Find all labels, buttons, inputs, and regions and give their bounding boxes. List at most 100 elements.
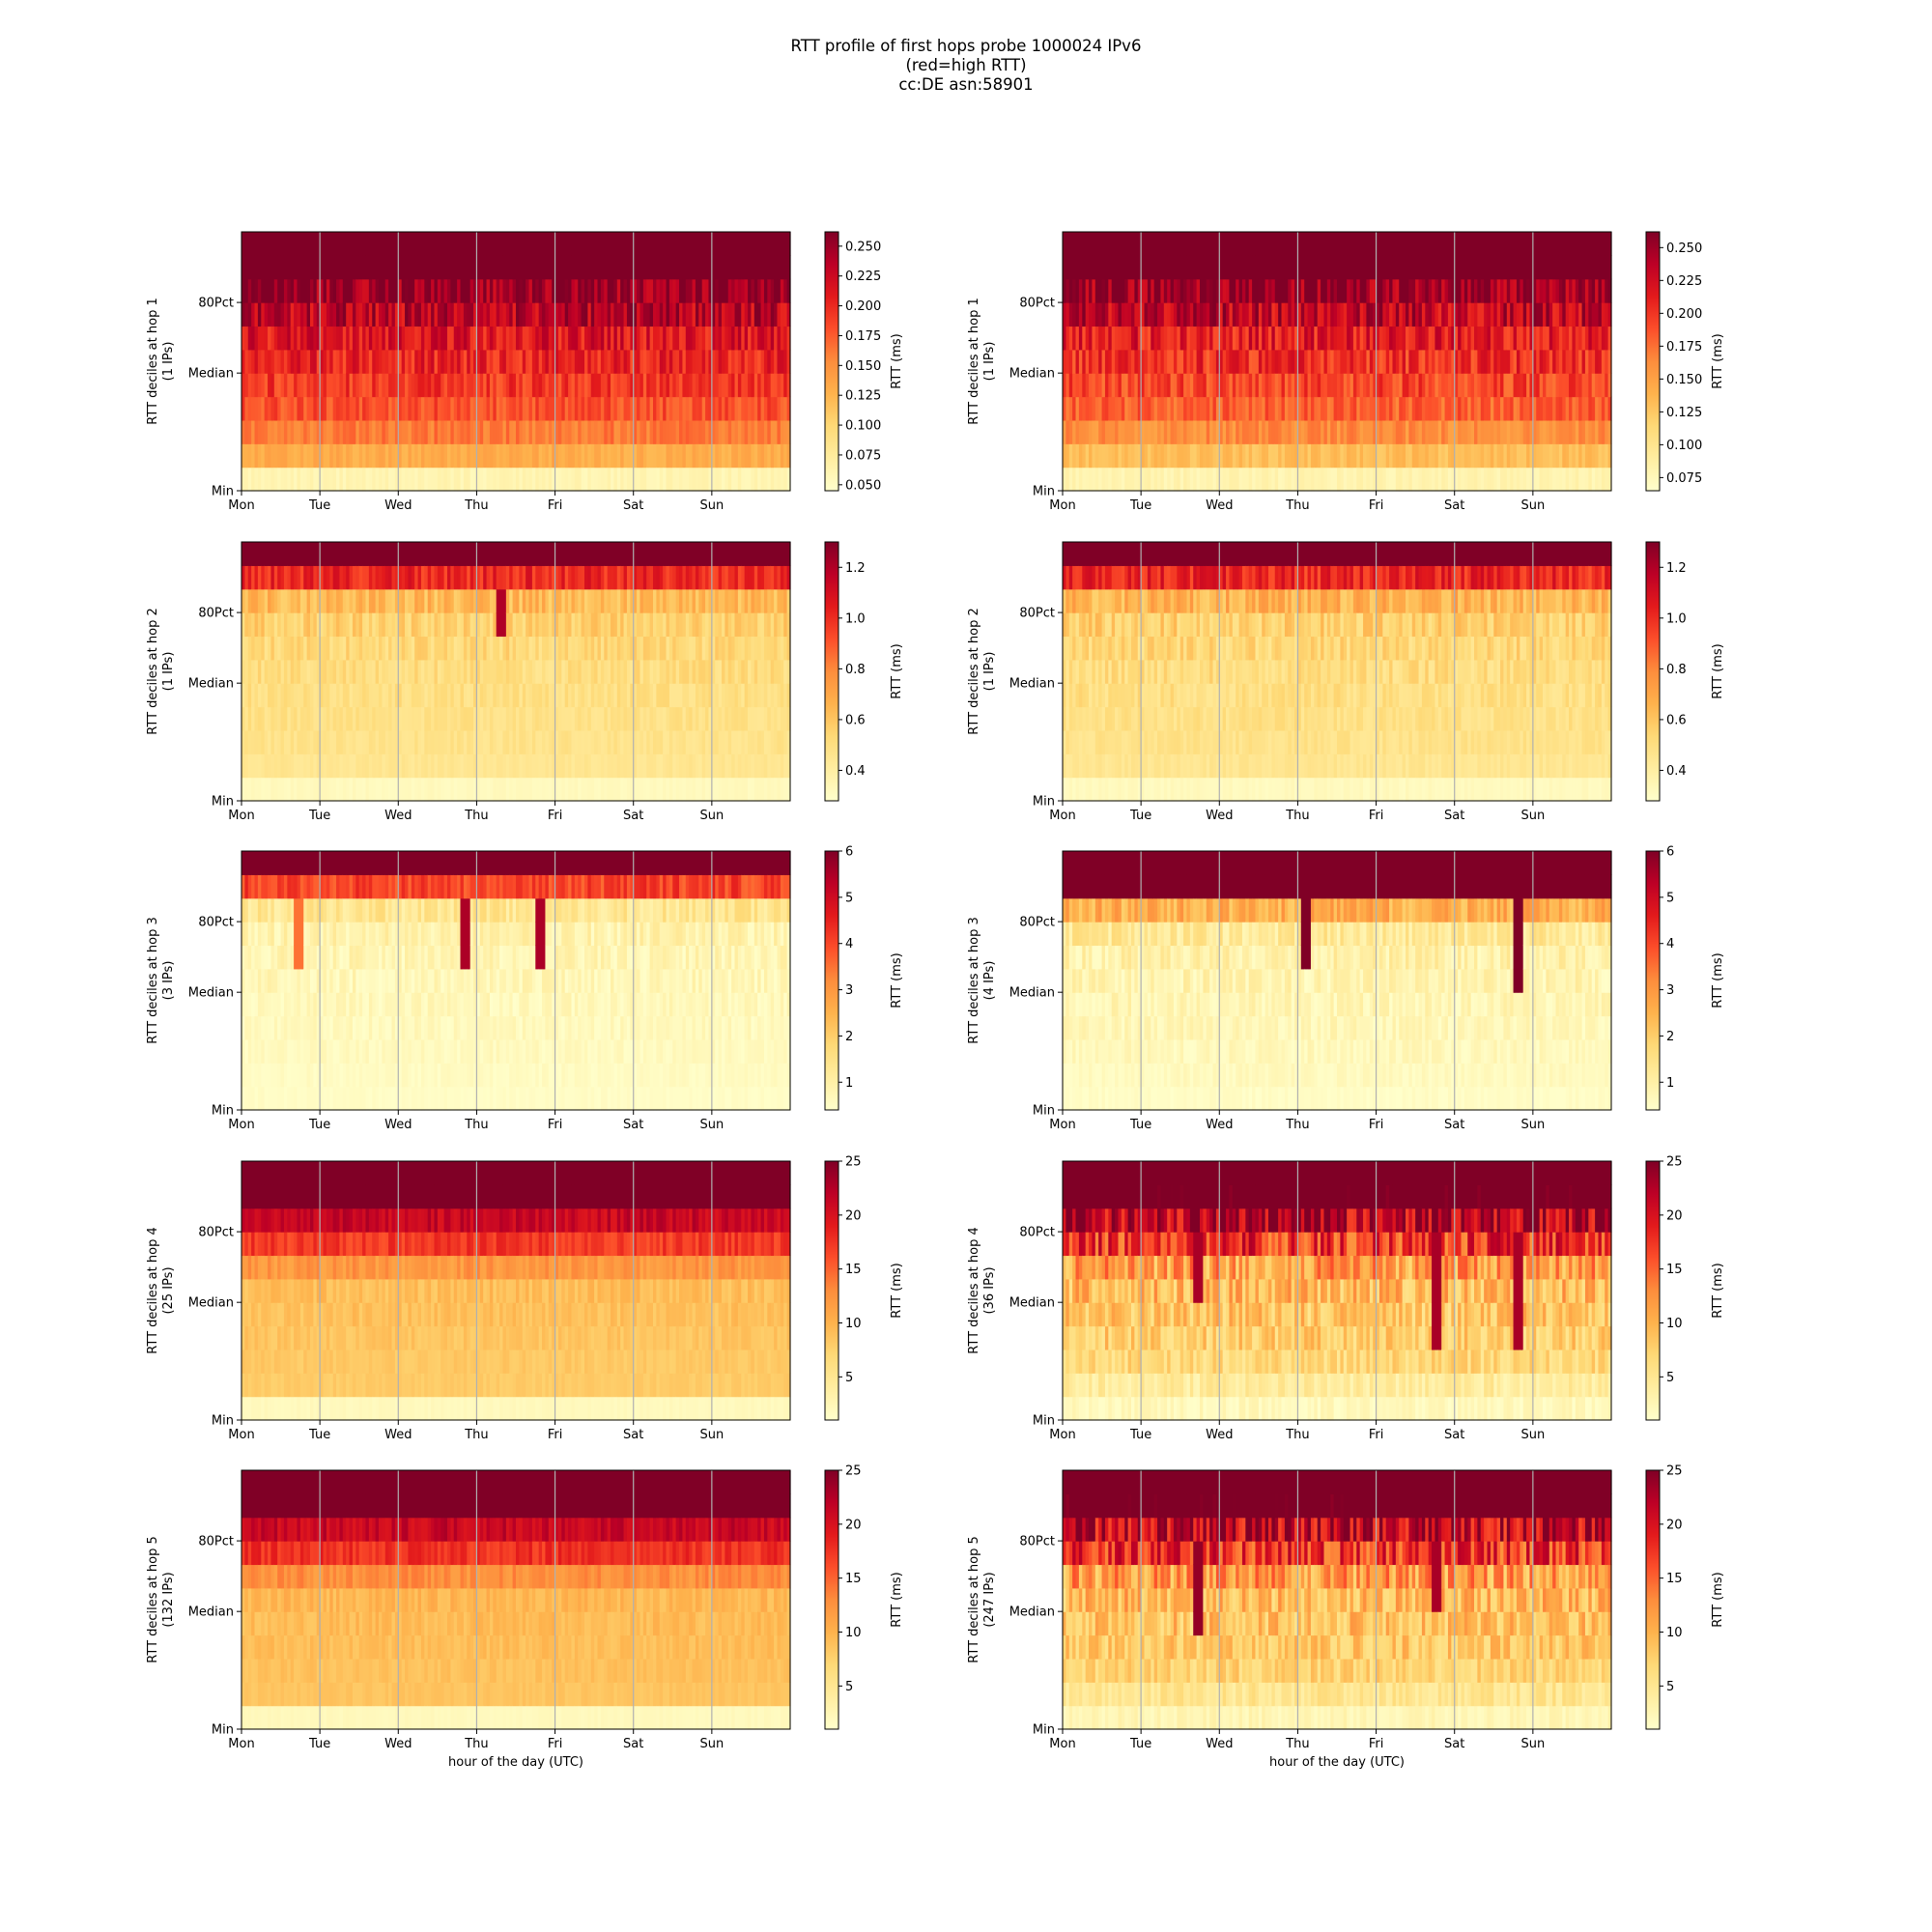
heatmap-cell [411, 349, 415, 374]
heatmap-cell [268, 467, 272, 492]
y-axis-label: RTT deciles at hop 1 [967, 298, 981, 424]
heatmap-cell [496, 659, 500, 684]
heatmap-cell [342, 255, 347, 280]
heatmap-cell [358, 278, 363, 303]
heatmap-cell [447, 443, 451, 469]
heatmap-cell [290, 683, 295, 708]
heatmap-cell [770, 373, 775, 398]
heatmap-cell [401, 302, 406, 327]
heatmap-cell [531, 443, 536, 469]
heatmap-cell [427, 373, 432, 398]
heatmap-cell [443, 349, 448, 374]
heatmap-cell [277, 278, 282, 303]
heatmap-cell [1352, 373, 1357, 398]
heatmap-cell [496, 255, 500, 280]
heatmap-cell [1147, 443, 1151, 469]
heatmap-cell [434, 302, 439, 327]
heatmap-cell [294, 326, 298, 351]
heatmap-cell [273, 373, 278, 398]
heatmap-cell [362, 467, 367, 492]
heatmap-cell [1147, 232, 1151, 256]
heatmap-cell [1352, 419, 1357, 444]
heatmap-cell [531, 706, 536, 731]
heatmap-cell [372, 349, 377, 374]
heatmap-cell [1111, 349, 1116, 374]
heatmap-cell [473, 278, 478, 303]
heatmap-cell [384, 467, 389, 492]
heatmap-cell [411, 419, 415, 444]
heatmap-cell [463, 326, 468, 351]
heatmap-cell [486, 373, 491, 398]
heatmap-cell [414, 255, 419, 280]
heatmap-cell [600, 396, 605, 421]
heatmap-cell [420, 373, 425, 398]
heatmap-cell [242, 443, 245, 469]
heatmap-cell [352, 396, 356, 421]
heatmap-cell [1179, 443, 1184, 469]
heatmap-cell [355, 396, 360, 421]
heatmap-cell [355, 278, 360, 303]
heatmap-cell [257, 255, 262, 280]
heatmap-cell [531, 396, 536, 421]
figure-title: RTT profile of first hops probe 1000024 … [0, 37, 1932, 95]
heatmap-cell [379, 326, 383, 351]
heatmap-cell [434, 467, 439, 492]
heatmap-cell [668, 467, 673, 492]
heatmap-cell [303, 326, 308, 351]
heatmap-cell [346, 302, 351, 327]
heatmap-cell [450, 373, 455, 398]
heatmap-cell [437, 302, 441, 327]
heatmap-cell [384, 302, 389, 327]
heatmap-cell [251, 278, 256, 303]
heatmap-cell [401, 326, 406, 351]
heatmap-cell [299, 278, 304, 303]
heatmap-cell [261, 349, 266, 374]
heatmap-cell [1490, 373, 1494, 398]
heatmap-cell [391, 467, 396, 492]
heatmap-cell [391, 232, 396, 256]
heatmap-cell [313, 443, 318, 469]
heatmap-cell [303, 255, 308, 280]
heatmap-cell [1248, 467, 1253, 492]
heatmap-cell [1352, 255, 1357, 280]
heatmap-cell [600, 467, 605, 492]
heatmap-cell [313, 396, 318, 421]
heatmap-cell [1147, 255, 1151, 280]
heatmap-cell [294, 232, 298, 256]
heatmap-cell [701, 326, 706, 351]
heatmap-cell [701, 232, 706, 256]
heatmap-cell [316, 302, 321, 327]
heatmap-cell [668, 419, 673, 444]
heatmap-cell [467, 467, 471, 492]
heatmap-cell [1522, 443, 1527, 469]
heatmap-cell [358, 636, 363, 661]
heatmap-cell [336, 443, 341, 469]
heatmap-cell [349, 326, 354, 351]
heatmap-cell [424, 467, 429, 492]
heatmap-cell [1558, 278, 1563, 303]
heatmap-cell [457, 443, 462, 469]
heatmap-cell [531, 278, 536, 303]
heatmap-cell [1317, 255, 1321, 280]
heatmap-cell [306, 373, 311, 398]
heatmap-cell [297, 373, 301, 398]
heatmap-cell [326, 706, 330, 731]
heatmap-cell [1147, 326, 1151, 351]
heatmap-cell [398, 419, 403, 444]
heatmap-cell [1179, 373, 1184, 398]
colorbar-tick-label: 0.075 [845, 448, 881, 463]
heatmap-cell [770, 419, 775, 444]
heatmap-cells [242, 542, 791, 802]
heatmap-cell [417, 255, 422, 280]
heatmap-cell [280, 467, 285, 492]
x-tick-label: Tue [1129, 498, 1151, 513]
heatmap-cell [1111, 232, 1116, 256]
heatmap-cell [244, 302, 249, 327]
heatmap-cell [1421, 232, 1426, 256]
heatmap-cell [1522, 232, 1527, 256]
heatmap-cell [443, 255, 448, 280]
heatmap-cell [701, 349, 706, 374]
heatmap-cell [1421, 278, 1426, 303]
heatmap-cell [531, 232, 536, 256]
heatmap-cell [420, 326, 425, 351]
